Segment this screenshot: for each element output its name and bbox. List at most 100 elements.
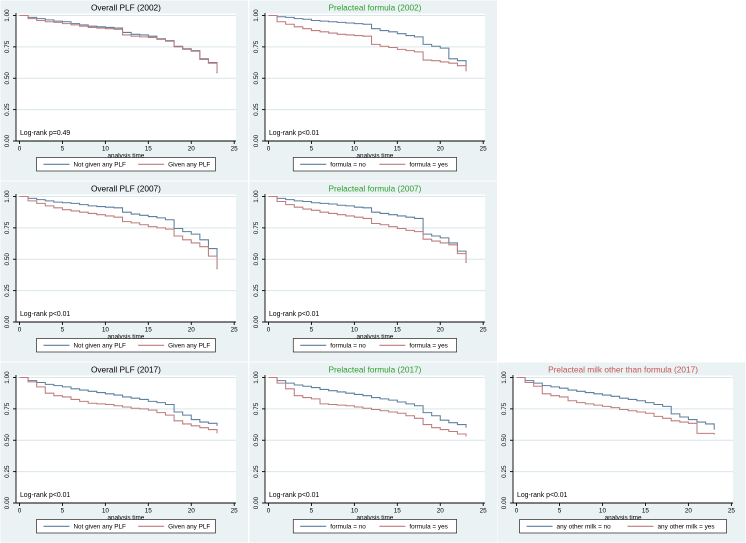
x-tick-label: 5	[558, 508, 562, 515]
legend-box	[292, 338, 457, 353]
km-curve	[268, 195, 467, 262]
x-tick-label: 15	[642, 508, 650, 515]
km-plot-svg: 0.00 0.25 0.50 0.75 1.00 0 5 10 15 20 25 analysis t…	[249, 0, 497, 181]
panel-title: Overall PLF (2007)	[91, 183, 161, 193]
x-axis-label: analysis time	[108, 152, 145, 159]
y-tick-label: 0.00	[4, 134, 11, 147]
x-tick-label: 20	[436, 508, 444, 515]
x-tick-label: 20	[436, 146, 444, 153]
y-tick-label: 0.00	[4, 496, 11, 509]
km-panel-prelacteal-formula-2002: 0.00 0.25 0.50 0.75 1.00 0 5 10 15 20 25 analysis t…	[249, 0, 498, 181]
km-panel-overall-plf-2017: 0.00 0.25 0.50 0.75 1.00 0 5 10 15 20 25 analysis t…	[0, 362, 249, 543]
x-tick-label: 15	[145, 508, 153, 515]
y-tick-label: 0.00	[253, 315, 260, 328]
x-axis-label: analysis time	[605, 515, 642, 522]
x-tick-label: 20	[436, 327, 444, 334]
legend-label: any other milk = no	[557, 524, 612, 531]
panel-title: Prelacteal milk other than formula (2017…	[548, 365, 698, 375]
x-tick-label: 20	[188, 146, 196, 153]
logrank-label: Log-rank p<0.01	[269, 311, 319, 318]
y-tick-label: 0.50	[253, 253, 260, 266]
km-plot-svg: 0.00 0.25 0.50 0.75 1.00 0 5 10 15 20 25 analysis t…	[0, 0, 249, 181]
panel-title: Prelacteal formula (2017)	[328, 364, 421, 374]
y-tick-label: 0.25	[4, 284, 11, 297]
plot-area	[15, 375, 236, 503]
y-tick-label: 0.50	[253, 434, 260, 447]
x-axis-label: analysis time	[108, 514, 145, 521]
x-tick-label: 0	[18, 508, 22, 515]
legend-label: Given any PLF	[168, 342, 210, 349]
y-tick-label: 0.25	[4, 103, 11, 116]
blank-area-top-right	[497, 0, 746, 181]
x-tick-label: 0	[515, 508, 519, 515]
legend: formula = no formula = yes	[292, 157, 457, 172]
plot-area	[264, 194, 485, 322]
y-tick-label: 1.00	[501, 371, 508, 384]
y-tick-label: 0.25	[253, 465, 260, 478]
km-curve	[19, 195, 218, 269]
logrank-label: Log-rank p<0.01	[269, 492, 319, 499]
x-tick-label: 10	[102, 508, 110, 515]
y-tick-label: 0.00	[253, 134, 260, 147]
legend-label: Given any PLF	[168, 523, 210, 530]
legend-label: any other milk = yes	[658, 524, 715, 531]
y-tick-label: 1.00	[4, 190, 11, 203]
km-panel-overall-plf-2007: 0.00 0.25 0.50 0.75 1.00 0 5 10 15 20 25 analysis t…	[0, 181, 249, 362]
legend-box	[292, 519, 457, 534]
km-curve	[19, 376, 218, 426]
y-tick-label: 0.25	[4, 465, 11, 478]
km-curve	[19, 14, 218, 72]
x-tick-label: 10	[350, 146, 358, 153]
y-tick-label: 0.50	[4, 72, 11, 85]
logrank-label: Log-rank p<0.01	[517, 492, 568, 499]
y-tick-label: 0.75	[253, 221, 260, 234]
y-tick-label: 0.75	[4, 221, 11, 234]
km-curve	[19, 195, 218, 270]
x-tick-label: 25	[728, 508, 736, 515]
legend-box	[36, 519, 216, 534]
y-tick-label: 0.25	[253, 103, 260, 116]
x-tick-label: 25	[479, 327, 487, 334]
legend: Not given any PLF Given any PLF	[36, 338, 216, 353]
x-axis-label: analysis time	[108, 333, 145, 340]
legend: Not given any PLF Given any PLF	[36, 157, 216, 172]
x-tick-label: 0	[18, 146, 22, 153]
x-tick-label: 5	[309, 327, 313, 334]
legend-box	[292, 157, 457, 172]
legend-box	[36, 338, 216, 353]
x-tick-label: 0	[266, 146, 270, 153]
x-tick-label: 10	[350, 508, 358, 515]
y-tick-label: 0.50	[253, 72, 260, 85]
y-tick-label: 0.75	[4, 40, 11, 53]
y-tick-label: 0.00	[4, 315, 11, 328]
km-curve	[19, 14, 218, 74]
km-panel-prelacteal-formula-2017: 0.00 0.25 0.50 0.75 1.00 0 5 10 15 20 25 analysis t…	[249, 362, 498, 543]
y-tick-label: 1.00	[253, 371, 260, 384]
km-curve	[19, 376, 218, 434]
x-axis-label: analysis time	[356, 514, 393, 521]
km-curve	[516, 376, 715, 430]
x-tick-label: 15	[393, 508, 401, 515]
x-tick-label: 10	[102, 327, 110, 334]
x-tick-label: 5	[61, 508, 65, 515]
legend-label: Given any PLF	[168, 161, 210, 168]
x-tick-label: 15	[393, 146, 401, 153]
km-panel-prelacteal-formula-2007: 0.00 0.25 0.50 0.75 1.00 0 5 10 15 20 25 analysis t…	[249, 181, 498, 362]
y-tick-label: 1.00	[253, 9, 260, 22]
panel-title: Prelacteal formula (2002)	[328, 2, 421, 12]
legend-label: formula = yes	[409, 523, 447, 530]
y-tick-label: 0.00	[501, 496, 508, 509]
legend-label: formula = no	[330, 161, 366, 168]
panel-title: Overall PLF (2017)	[91, 364, 161, 374]
legend-label: formula = yes	[409, 342, 447, 349]
y-tick-label: 0.25	[253, 284, 260, 297]
x-tick-label: 15	[145, 327, 153, 334]
blank-area-middle-right	[497, 181, 746, 362]
x-tick-label: 0	[18, 327, 22, 334]
y-tick-label: 0.50	[4, 434, 11, 447]
x-tick-label: 0	[266, 508, 270, 515]
y-tick-label: 1.00	[4, 371, 11, 384]
y-tick-label: 0.00	[253, 496, 260, 509]
y-tick-label: 0.50	[4, 253, 11, 266]
